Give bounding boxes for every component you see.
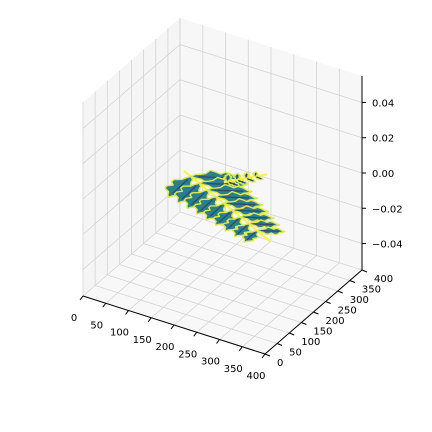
y-tick-mark bbox=[361, 269, 368, 273]
fern-leaflet-vein bbox=[221, 196, 250, 199]
x-tick-label: 400 bbox=[246, 371, 265, 382]
fern-leaflet-vein bbox=[226, 175, 229, 181]
y-tick-mark bbox=[276, 343, 283, 346]
x-tick-label: 200 bbox=[155, 342, 174, 353]
y-gridline bbox=[179, 18, 363, 271]
z-gridline bbox=[82, 79, 363, 165]
y-tick-mark bbox=[301, 322, 307, 325]
y-tick-mark bbox=[264, 353, 271, 357]
x-tick-mark bbox=[193, 331, 198, 337]
z-gridline bbox=[82, 149, 363, 235]
y-tick-label: 400 bbox=[374, 274, 393, 285]
fern-leaflet-vein bbox=[245, 173, 248, 178]
z-tick-label: 0.04 bbox=[372, 98, 394, 109]
y-tick-label: 50 bbox=[289, 348, 302, 359]
y-tick-mark bbox=[313, 311, 319, 315]
fern-leaflet-vein bbox=[190, 192, 205, 206]
y-tick-mark bbox=[325, 301, 331, 304]
y-tick-mark bbox=[337, 290, 343, 294]
y-tick-label: 150 bbox=[313, 327, 332, 338]
y-tick-label: 100 bbox=[301, 337, 320, 348]
y-gridline bbox=[131, 60, 314, 313]
fern-leaflet-vein bbox=[218, 212, 231, 223]
y-gridline bbox=[94, 91, 278, 344]
x-tick-label: 0 bbox=[71, 313, 77, 324]
fern-leaflet-vein bbox=[245, 216, 268, 219]
y-tick-mark bbox=[349, 280, 356, 283]
y-tick-label: 200 bbox=[326, 316, 345, 327]
fern-leaflet-vein bbox=[246, 231, 256, 241]
x-tick-mark bbox=[102, 302, 107, 308]
x-tick-label: 300 bbox=[201, 357, 220, 368]
fern-leaflet-vein bbox=[254, 172, 257, 176]
y-gridline bbox=[119, 70, 302, 323]
x-tick-label: 250 bbox=[178, 349, 197, 360]
y-tick-label: 300 bbox=[350, 295, 369, 306]
fern-leaflet-vein bbox=[253, 223, 274, 226]
x-tick-label: 50 bbox=[90, 320, 103, 331]
axis-ticks: 0501001502002503003504000501001502002503… bbox=[71, 98, 403, 382]
fern-rachis bbox=[183, 169, 272, 243]
y-tick-label: 250 bbox=[338, 306, 357, 317]
z-tick-label: 0.00 bbox=[372, 169, 394, 180]
x-tick-label: 350 bbox=[224, 364, 243, 375]
fern-leaflet-vein bbox=[236, 174, 239, 179]
x-tick-mark bbox=[170, 324, 175, 330]
y-tick-mark bbox=[289, 332, 295, 336]
fern-leaflet-vein bbox=[237, 209, 262, 212]
fern-leaflet-vein bbox=[227, 218, 239, 229]
x-tick-mark bbox=[238, 346, 243, 352]
y-gridline bbox=[143, 49, 326, 302]
fern-leaflet-vein bbox=[229, 203, 256, 206]
x-tick-mark bbox=[147, 317, 152, 323]
y-gridline bbox=[106, 81, 290, 334]
z-tick-label: −0.04 bbox=[372, 240, 403, 251]
fern-leaflet-vein bbox=[256, 176, 262, 180]
fern-leaflet-vein bbox=[238, 179, 246, 184]
fern-leaflet-vein bbox=[237, 225, 248, 235]
x-tick-mark bbox=[79, 295, 84, 301]
fern-surface bbox=[164, 169, 286, 243]
y-gridline bbox=[167, 28, 351, 281]
fern-leaflet-vein bbox=[200, 198, 214, 212]
fern-leaflet-vein bbox=[247, 178, 254, 182]
x-tick-mark bbox=[216, 339, 220, 344]
fern-leaflet-vein bbox=[209, 205, 222, 217]
y-gridline bbox=[155, 39, 338, 292]
z-gridline bbox=[82, 114, 363, 200]
fern-leaflet-vein bbox=[261, 230, 280, 232]
z-gridline bbox=[82, 44, 363, 129]
y-tick-label: 0 bbox=[277, 358, 283, 369]
fern-leaflet-vein bbox=[181, 185, 197, 200]
x-tick-mark bbox=[261, 353, 266, 359]
z-tick-label: −0.02 bbox=[372, 204, 403, 215]
x-tick-label: 150 bbox=[133, 335, 152, 346]
fern-leaflet-vein bbox=[214, 189, 244, 192]
fern-leaflet-vein bbox=[172, 179, 188, 194]
y-tick-label: 350 bbox=[362, 285, 381, 296]
x-tick-label: 100 bbox=[110, 328, 129, 339]
fern-leaflet-vein bbox=[228, 181, 238, 186]
x-tick-mark bbox=[125, 310, 129, 315]
z-tick-label: 0.02 bbox=[372, 134, 394, 145]
